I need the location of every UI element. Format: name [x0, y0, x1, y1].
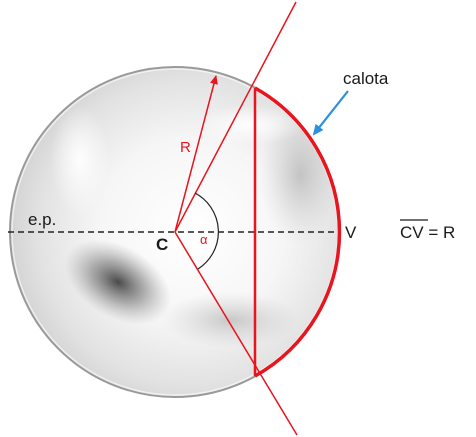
cap-arc — [254, 86, 342, 378]
angle-arc — [194, 192, 219, 270]
center-label: C — [156, 235, 168, 254]
calota-pointer-arrow — [312, 90, 349, 136]
svg-text:CV = R: CV = R — [400, 223, 455, 242]
vertex-label: V — [345, 223, 357, 242]
cv-equals-r-formula: CV = R — [400, 219, 455, 242]
plane-label: e.p. — [28, 210, 56, 229]
equals-r-label: = R — [424, 223, 456, 242]
calota-label: calota — [343, 69, 389, 88]
lower-ray — [174, 231, 298, 436]
cv-segment-label: CV — [400, 223, 424, 242]
radius-label: R — [180, 139, 191, 156]
angle-label: α — [200, 232, 208, 247]
radius-arrow — [174, 75, 218, 233]
